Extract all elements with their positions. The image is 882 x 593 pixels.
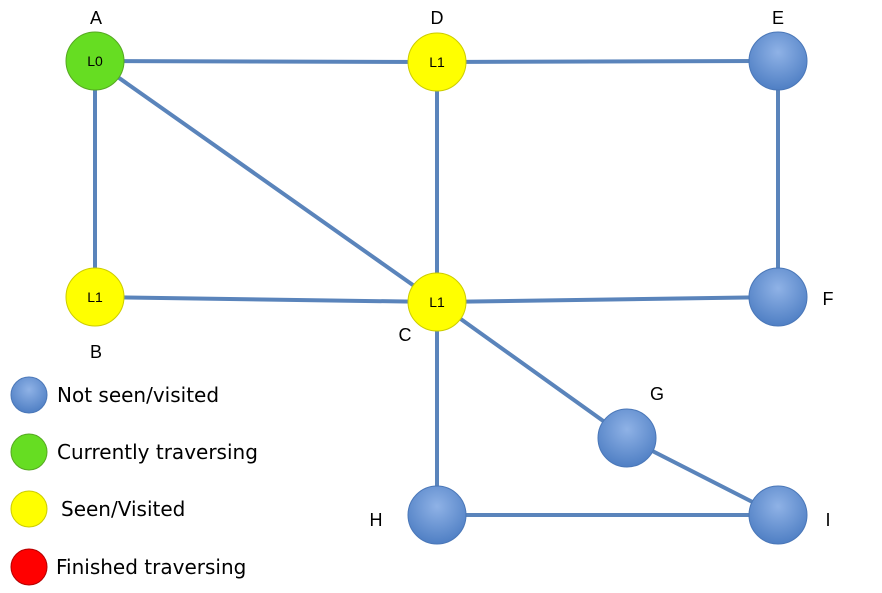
legend-label-unseen: Not seen/visited [57, 383, 219, 407]
legend-swatch-seen [10, 490, 48, 528]
node-name-e: E [772, 8, 784, 28]
edge-a-d [93, 59, 439, 64]
node-f: F [748, 267, 834, 327]
node-name-a: A [90, 8, 102, 28]
node-name-i: I [825, 510, 830, 530]
node-circle-g [597, 408, 657, 468]
node-h: H [370, 485, 467, 545]
edge-d-e [435, 59, 780, 64]
legend: Not seen/visited Currently traversing Seen… [10, 376, 258, 586]
node-circle-c [407, 272, 467, 332]
edge-a-c [93, 59, 439, 304]
node-circle-f [748, 267, 808, 327]
node-d: L1 D [407, 8, 467, 92]
node-name-h: H [370, 510, 383, 530]
node-circle-a [65, 31, 125, 91]
node-circle-d [407, 32, 467, 92]
node-name-f: F [823, 289, 834, 309]
legend-label-seen: Seen/Visited [61, 497, 185, 521]
legend-swatch-current [10, 433, 48, 471]
node-circle-i [748, 485, 808, 545]
node-c: L1 C [399, 272, 467, 345]
legend-swatch-unseen [10, 376, 48, 414]
node-circle-h [407, 485, 467, 545]
node-circle-b [65, 267, 125, 327]
node-name-b: B [90, 342, 102, 362]
node-name-d: D [431, 8, 444, 28]
node-name-g: G [650, 384, 664, 404]
node-level-label-b: L1 [87, 289, 103, 305]
node-b: L1 B [65, 267, 125, 362]
node-g: G [597, 384, 664, 468]
legend-swatch-finished [10, 548, 48, 586]
legend-item-unseen: Not seen/visited [10, 376, 219, 414]
edge-c-f [435, 295, 780, 304]
node-level-label-a: L0 [87, 53, 103, 69]
node-circle-e [748, 31, 808, 91]
node-a: L0 A [65, 8, 125, 91]
nodes-layer: L0 A L1 D E L1 B L1 C F G H I [65, 8, 834, 545]
node-e: E [748, 8, 808, 91]
node-name-c: C [399, 325, 412, 345]
node-level-label-c: L1 [429, 294, 445, 310]
node-i: I [748, 485, 831, 545]
edge-b-c [93, 295, 439, 304]
legend-item-seen: Seen/Visited [10, 490, 185, 528]
legend-item-current: Currently traversing [10, 433, 258, 471]
legend-label-current: Currently traversing [57, 440, 258, 464]
node-level-label-d: L1 [429, 54, 445, 70]
legend-label-finished: Finished traversing [56, 555, 246, 579]
edge-c-g [435, 300, 629, 440]
legend-item-finished: Finished traversing [10, 548, 246, 586]
